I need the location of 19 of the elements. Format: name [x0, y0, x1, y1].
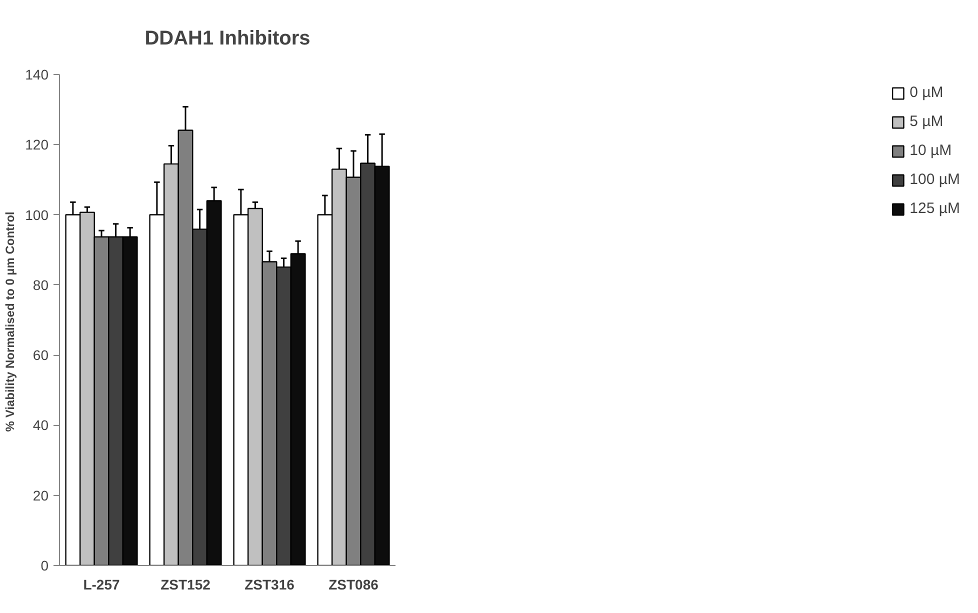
x-tick-label: L-257	[83, 576, 120, 592]
y-tick-label: 60	[32, 347, 49, 364]
y-tick-label: 80	[32, 276, 49, 293]
y-tick-label: 0	[40, 558, 49, 574]
y-tick-label: 140	[25, 66, 49, 82]
x-tick-label: ZST152	[160, 576, 211, 592]
legend-label: 10 µM	[910, 142, 952, 159]
legend-label: 100 µM	[910, 171, 960, 188]
x-tick-label: ZST316	[244, 576, 295, 592]
y-tick-label: 40	[32, 417, 49, 434]
legend-label: 0 µM	[910, 84, 944, 101]
y-axis-title: % Viability Normalised to 0 µm Control	[3, 212, 18, 432]
legend-label: 5 µM	[910, 113, 944, 130]
y-tick-label: 120	[25, 136, 49, 153]
y-tick-label: 20	[32, 487, 49, 504]
y-tick-label: 100	[25, 206, 49, 223]
chart-title: DDAH1 Inhibitors	[144, 28, 310, 50]
x-tick-label: ZST086	[328, 576, 379, 592]
legend-label: 125 µM	[910, 200, 960, 217]
